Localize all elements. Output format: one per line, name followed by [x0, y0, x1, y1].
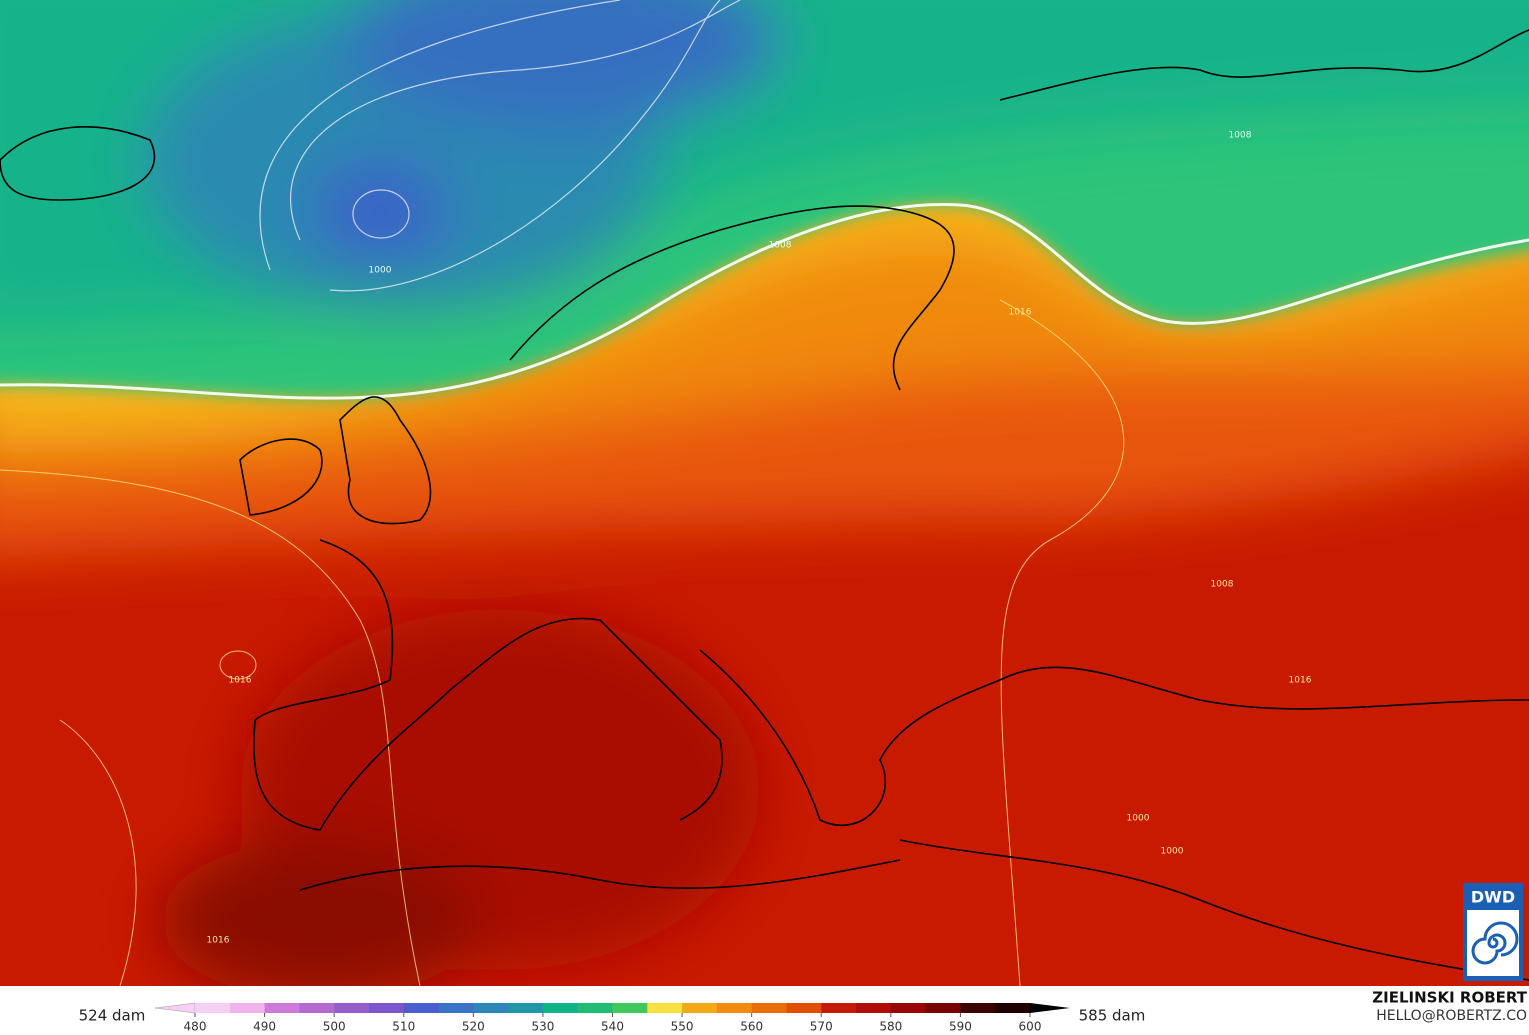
colorbar-tick-label: 540 [601, 1020, 624, 1034]
height-field [0, 0, 1529, 986]
colorbar-tick-label: 550 [671, 1020, 694, 1034]
colorbar-swatch [508, 1003, 544, 1013]
contour-labels: 1000 1008 1008 1016 1016 1016 1008 1000 1000 1016 [207, 131, 1312, 946]
colorbar-swatch [821, 1003, 857, 1013]
colorbar-tick-label: 570 [810, 1020, 833, 1034]
colorbar-swatch [195, 1003, 231, 1013]
colorbar-tick-label: 530 [531, 1020, 554, 1034]
colorbar-swatch [368, 1003, 405, 1013]
colorbar-swatch [995, 1003, 1031, 1013]
contour-label: 1000 [1161, 847, 1184, 857]
colorbar-swatch [856, 1003, 892, 1013]
colorbar: 480 490 500 510 520 530 540 550 560 570 580 590 600 [154, 1002, 1070, 1034]
colorbar-tick-label: 580 [879, 1020, 902, 1034]
colorbar-swatch [925, 1003, 961, 1013]
colorbar-swatch [473, 1003, 509, 1013]
contour-label: 1016 [229, 676, 252, 686]
contour-label: 1008 [1211, 580, 1234, 590]
colorbar-tick-label: 560 [740, 1020, 763, 1034]
contour-label: 1008 [1229, 131, 1252, 141]
colorbar-end [1030, 1003, 1070, 1013]
colorbar-swatch [786, 1003, 822, 1013]
colorbar-tick-label: 520 [462, 1020, 485, 1034]
colorbar-tick-label: 490 [253, 1020, 276, 1034]
colorbar-swatch [751, 1003, 787, 1013]
contour-label: 1000 [369, 266, 392, 276]
colorbar-swatch [682, 1003, 718, 1013]
credit-contact: HELLO@ROBERTZ.CO [1376, 1008, 1527, 1024]
colorbar-swatch [299, 1003, 335, 1013]
colorbar-swatch [716, 1003, 753, 1013]
colorbar-swatch [438, 1003, 474, 1013]
colorbar-end [154, 1002, 196, 1014]
colorbar-swatch [960, 1003, 996, 1013]
colorbar-tick-label: 590 [949, 1020, 972, 1034]
colorbar-swatch [890, 1003, 927, 1013]
colorbar-swatch [403, 1003, 440, 1013]
legend-right-label: 585 dam [1079, 1007, 1146, 1025]
colorbar-tick-label: 500 [323, 1020, 346, 1034]
contour-label: 1008 [769, 241, 792, 251]
logo-text: DWD [1471, 888, 1515, 907]
colorbar-tick-label: 480 [184, 1020, 207, 1034]
legend-left-label: 524 dam [79, 1007, 146, 1025]
dwd-logo: DWD [1463, 883, 1523, 981]
credit-name: ZIELINSKI ROBERT [1372, 989, 1527, 1007]
colorbar-swatch [334, 1003, 370, 1013]
colorbar-tick-label: 510 [392, 1020, 415, 1034]
colorbar-swatch [542, 1003, 579, 1013]
colorbar-swatch [647, 1003, 683, 1013]
colorbar-swatch [264, 1003, 300, 1013]
contour-label: 1000 [1127, 814, 1150, 824]
colorbar-tick-label: 600 [1019, 1020, 1042, 1034]
contour-label: 1016 [207, 936, 230, 946]
colorbar-swatch [229, 1003, 266, 1013]
contour-label: 1016 [1289, 676, 1312, 686]
contour-label: 1016 [1009, 308, 1032, 318]
colorbar-swatch [612, 1003, 648, 1013]
colorbar-swatch [577, 1003, 613, 1013]
